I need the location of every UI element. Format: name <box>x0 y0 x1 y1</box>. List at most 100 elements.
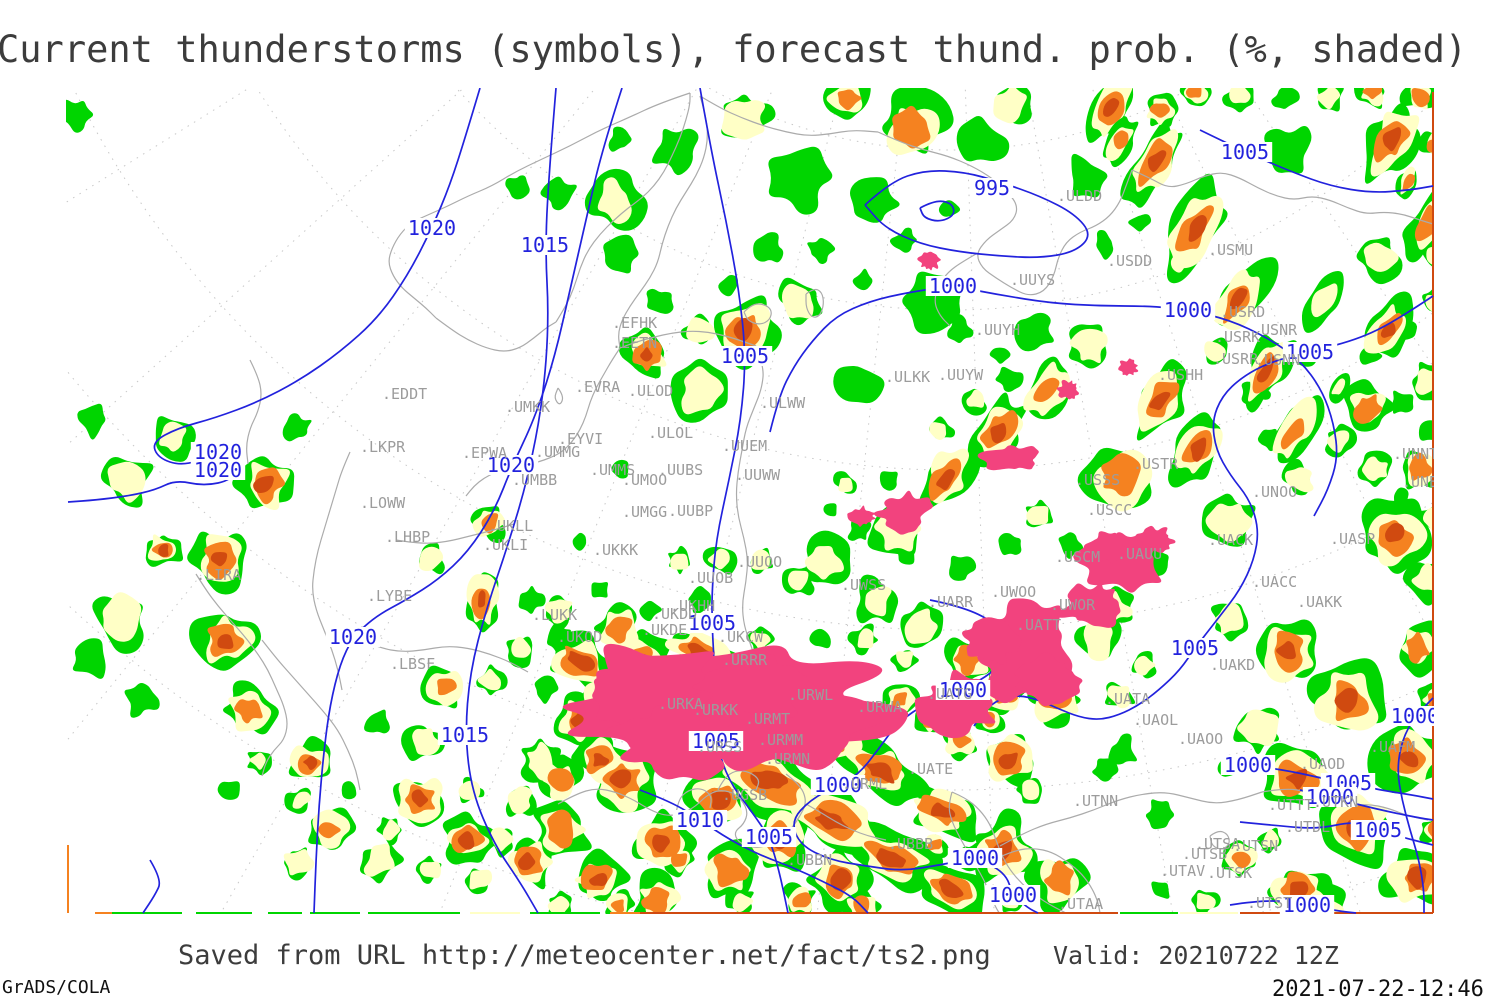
thunderstorm-symbol-cluster <box>692 654 809 723</box>
station-label: .ULDD <box>1057 187 1102 205</box>
station-label: .UAKK <box>1297 593 1342 611</box>
station-label: .UTNN <box>1073 792 1118 810</box>
station-label: .UMGG <box>622 503 667 521</box>
thunderstorm-symbol-cluster <box>1056 379 1079 400</box>
isobar-label: 1005 <box>1171 636 1219 660</box>
thunderstorm-symbol-cluster <box>977 445 1039 471</box>
station-label: .URMT <box>745 710 790 728</box>
station-label: .UKLL <box>488 517 533 535</box>
timestamp: 2021-07-22-12:46 <box>1272 977 1484 1002</box>
station-label: .LBSF <box>390 655 435 673</box>
station-label: .UKCW <box>718 628 764 646</box>
station-label: .UUBP <box>668 502 713 520</box>
station-label: .URSS <box>697 738 742 756</box>
station-label: .UAOD <box>1300 755 1345 773</box>
station-label: .UUEM <box>722 437 767 455</box>
thunderstorm-symbol-cluster <box>1118 358 1139 376</box>
isobar-label: 1020 <box>408 216 456 240</box>
station-label: .USCM <box>1055 548 1100 566</box>
station-label: .UKDE <box>642 621 687 639</box>
isobar-label: 1005 <box>1286 340 1334 364</box>
station-label: .USRK <box>1215 328 1260 346</box>
valid-time-caption: Valid: 20210722 12Z <box>1053 941 1339 970</box>
station-label: .LKPR <box>360 438 406 456</box>
station-label: .UUOB <box>688 569 733 587</box>
station-label: .URKK <box>693 701 738 719</box>
station-label: .UACC <box>1252 573 1297 591</box>
station-label: .UUWW <box>735 466 781 484</box>
station-label: .UGSB <box>722 786 767 804</box>
station-label: .USHH <box>1158 366 1203 384</box>
station-label: .UMOO <box>622 471 667 489</box>
station-label: .UTSK <box>1207 864 1252 882</box>
station-label: .URMN <box>765 750 810 768</box>
station-label: .EFHK <box>612 314 657 332</box>
station-label: .UWSS <box>841 576 886 594</box>
station-label: .UNNT <box>1393 445 1438 463</box>
station-label: .ULOL <box>648 424 693 442</box>
station-label: .UNBB <box>1402 473 1447 491</box>
isobar-label: 1000 <box>951 846 999 870</box>
station-label: .UTSN <box>1233 837 1278 855</box>
isobar-label: 1015 <box>441 723 489 747</box>
station-label: .UTSB <box>1182 845 1227 863</box>
station-label: .UUBS <box>658 461 703 479</box>
station-label: .USRD <box>1220 303 1265 321</box>
station-label: .UBBB <box>888 835 933 853</box>
station-label: .USRR <box>1213 350 1259 368</box>
station-label: .UACK <box>1208 531 1253 549</box>
station-label: .UATT <box>1016 616 1061 634</box>
station-label: .LHBP <box>385 528 430 546</box>
thunderstorm-symbol-cluster <box>917 251 941 271</box>
station-label: .UKKK <box>593 541 638 559</box>
station-label: .UASP <box>1330 530 1375 548</box>
station-label: .UMKK <box>505 398 550 416</box>
station-label: .URML <box>842 775 887 793</box>
station-label: .LUKK <box>532 606 577 624</box>
station-label: .UTST <box>1247 894 1292 912</box>
station-label: .UAKD <box>1210 656 1255 674</box>
station-label: .UTAV <box>1160 862 1205 880</box>
isobar-label: 1000 <box>1283 893 1331 917</box>
isobar-label: 1000 <box>1164 298 1212 322</box>
thunderstorm-symbol-cluster <box>1135 525 1176 554</box>
station-label: .EYVI <box>558 430 603 448</box>
station-label: .EPWA <box>462 444 507 462</box>
station-label: .UKOD <box>557 628 602 646</box>
isobar-label: 1010 <box>676 808 724 832</box>
isobar-label: 1020 <box>487 453 535 477</box>
thunderstorm-symbol-cluster <box>606 703 744 781</box>
isobar-label: 1005 <box>1354 818 1402 842</box>
isobar-label: 1005 <box>692 729 740 753</box>
station-label: .UMMS <box>590 461 635 479</box>
station-label: .URWA <box>857 698 902 716</box>
station-label: .UTAA <box>1058 895 1103 913</box>
station-label: .URRR <box>722 651 768 669</box>
isobar-label: 1020 <box>329 625 377 649</box>
station-label: .UAOL <box>1133 711 1178 729</box>
station-label: .URKA <box>658 695 703 713</box>
station-label: .USTR <box>1133 455 1179 473</box>
station-label: .EVRA <box>575 378 620 396</box>
thunderstorm-symbol-cluster <box>847 505 876 527</box>
station-label: .UUYW <box>938 366 984 384</box>
isobar-label: 1005 <box>688 611 736 635</box>
station-label: .UKHH <box>670 597 715 615</box>
station-label: .ULOD <box>628 382 673 400</box>
station-label: .EDDT <box>382 385 427 403</box>
station-label: .LIRA <box>196 566 241 584</box>
isobar-label: 1015 <box>521 233 569 257</box>
station-label: .UUYS <box>1010 271 1055 289</box>
isobar-label: 1000 <box>929 274 977 298</box>
map-frame-marks <box>67 92 1434 914</box>
thunderstorm-symbol-cluster <box>873 490 933 535</box>
isobar-label: 1020 <box>194 458 242 482</box>
station-label: .LYBE <box>367 587 412 605</box>
isobar-label: 1000 <box>1391 704 1439 728</box>
station-label: .USSS <box>1075 471 1120 489</box>
station-label: .URMM <box>758 731 803 749</box>
grads-credit: GrADS/COLA <box>2 977 111 998</box>
station-label: .URWL <box>788 686 833 704</box>
